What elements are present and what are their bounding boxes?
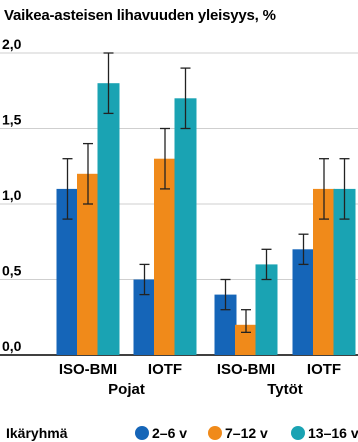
bar	[174, 98, 197, 356]
x-category-label: IOTF	[307, 361, 341, 378]
bar	[77, 173, 99, 355]
bar	[235, 324, 257, 355]
bar	[133, 279, 156, 355]
bar	[154, 158, 176, 355]
x-group-label: Pojat	[108, 381, 145, 398]
bar	[97, 83, 120, 355]
y-tick-label: 2,0	[2, 36, 22, 52]
x-group-label: Tytöt	[267, 381, 303, 398]
legend-swatch	[135, 426, 149, 440]
bar	[292, 249, 315, 355]
bar	[333, 188, 356, 355]
y-tick-label: 1,0	[2, 187, 22, 203]
y-axis-tick-labels: 0,0 0,5 1,0 1,5 2,0	[2, 36, 22, 354]
x-category-label: ISO-BMI	[217, 361, 275, 378]
bar	[313, 188, 335, 355]
bars	[56, 83, 356, 356]
bar	[56, 188, 79, 355]
bar	[214, 294, 237, 355]
error-bars	[62, 52, 350, 334]
legend-label: 7–12 v	[225, 425, 268, 441]
x-category-label: ISO-BMI	[59, 361, 117, 378]
y-tick-label: 1,5	[2, 112, 22, 128]
chart-title: Vaikea-asteisen lihavuuden yleisyys, %	[4, 7, 276, 24]
legend-label: 2–6 v	[152, 425, 187, 441]
legend-title: Ikäryhmä	[6, 425, 68, 441]
legend-swatch	[291, 426, 305, 440]
x-category-label: IOTF	[148, 361, 182, 378]
legend-swatch	[208, 426, 222, 440]
y-tick-label: 0,5	[2, 263, 22, 279]
legend: Ikäryhmä 2–6 v 7–12 v 13–16 v	[6, 425, 358, 441]
y-tick-label: 0,0	[2, 338, 22, 354]
legend-label: 13–16 v	[308, 425, 358, 441]
bar	[255, 264, 278, 355]
